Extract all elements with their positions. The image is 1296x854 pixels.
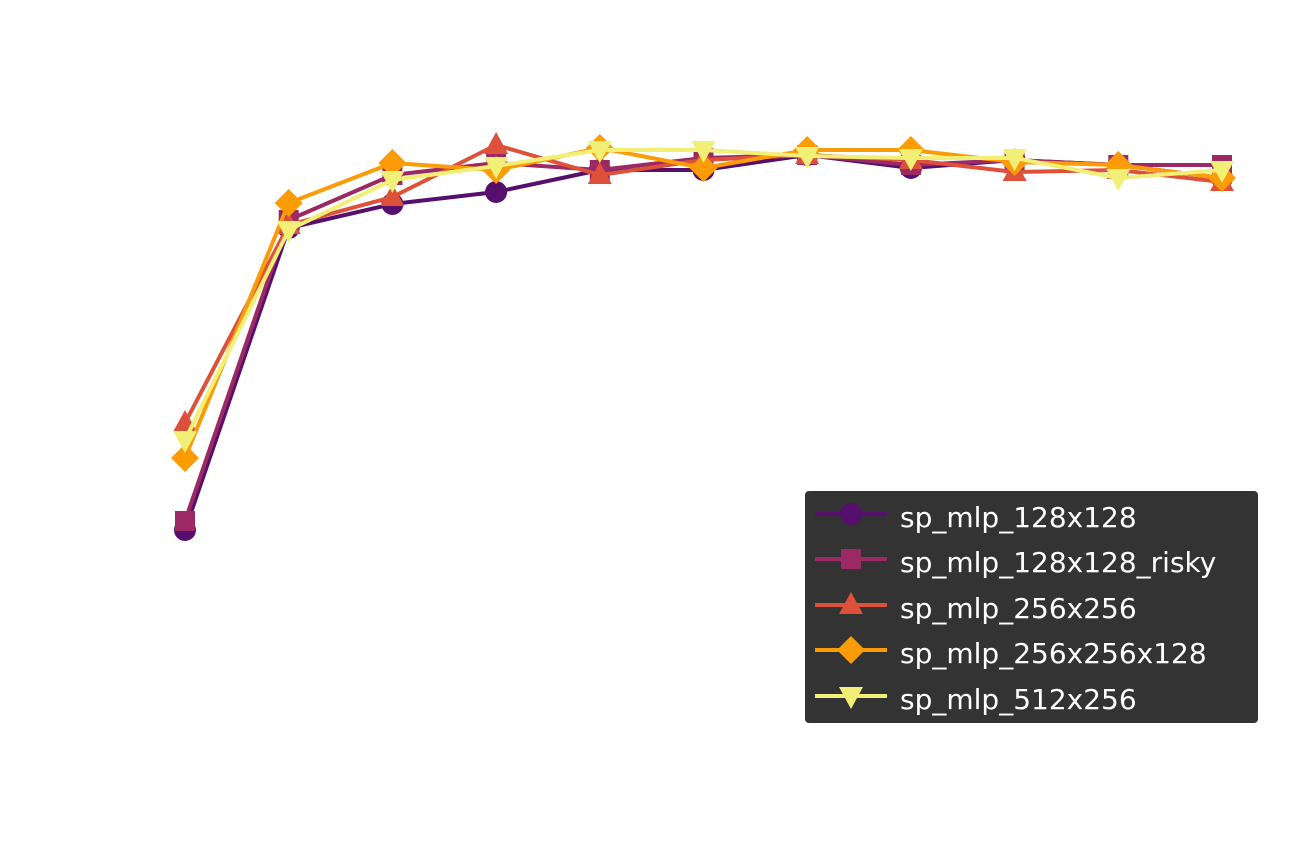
data-point bbox=[171, 444, 199, 472]
data-point bbox=[485, 181, 508, 203]
data-point bbox=[276, 221, 301, 243]
series-line bbox=[183, 146, 1223, 459]
legend: sp_mlp_128x128 sp_mlp_128x128_risky sp_m… bbox=[805, 491, 1258, 723]
data-point bbox=[587, 141, 612, 163]
legend-label: sp_mlp_256x256x128 bbox=[900, 637, 1207, 670]
legend-swatch-2 bbox=[815, 592, 887, 614]
data-point bbox=[274, 189, 303, 217]
legend-label: sp_mlp_128x128_risky bbox=[900, 546, 1217, 579]
legend-item: sp_mlp_128x128_risky bbox=[805, 541, 1258, 586]
data-point bbox=[1106, 169, 1131, 191]
legend-item: sp_mlp_128x128 bbox=[805, 496, 1258, 541]
data-point bbox=[1002, 149, 1027, 171]
legend-marker bbox=[841, 549, 861, 569]
series-4 bbox=[173, 141, 1234, 453]
data-point bbox=[175, 511, 195, 531]
data-point bbox=[484, 132, 509, 154]
data-point bbox=[587, 162, 612, 184]
data-point bbox=[898, 149, 923, 171]
data-point bbox=[173, 431, 197, 453]
data-point bbox=[795, 147, 820, 169]
series-line bbox=[183, 148, 1223, 441]
legend-item: sp_mlp_256x256 bbox=[805, 587, 1258, 632]
legend-swatch-4 bbox=[815, 687, 887, 709]
series-3 bbox=[171, 134, 1236, 472]
legend-marker bbox=[839, 592, 863, 614]
data-point bbox=[378, 149, 407, 177]
series-1 bbox=[175, 145, 1232, 531]
legend-swatch-0 bbox=[815, 503, 887, 525]
legend-label: sp_mlp_512x256 bbox=[900, 683, 1137, 716]
series-line bbox=[183, 143, 1223, 424]
data-point bbox=[484, 157, 509, 179]
legend-item: sp_mlp_256x256x128 bbox=[805, 632, 1258, 677]
legend-marker bbox=[839, 687, 863, 709]
legend-label: sp_mlp_128x128 bbox=[900, 501, 1137, 534]
data-point bbox=[1210, 161, 1234, 183]
data-point bbox=[380, 184, 405, 206]
data-point bbox=[689, 154, 718, 182]
legend-label: sp_mlp_256x256 bbox=[900, 592, 1137, 625]
legend-swatch-3 bbox=[815, 636, 887, 664]
series-0 bbox=[174, 144, 1233, 541]
data-point bbox=[691, 141, 716, 163]
data-point bbox=[380, 171, 405, 193]
legend-swatch-1 bbox=[815, 549, 887, 569]
legend-marker bbox=[837, 636, 865, 664]
legend-marker bbox=[840, 503, 862, 525]
legend-item: sp_mlp_512x256 bbox=[805, 678, 1258, 723]
